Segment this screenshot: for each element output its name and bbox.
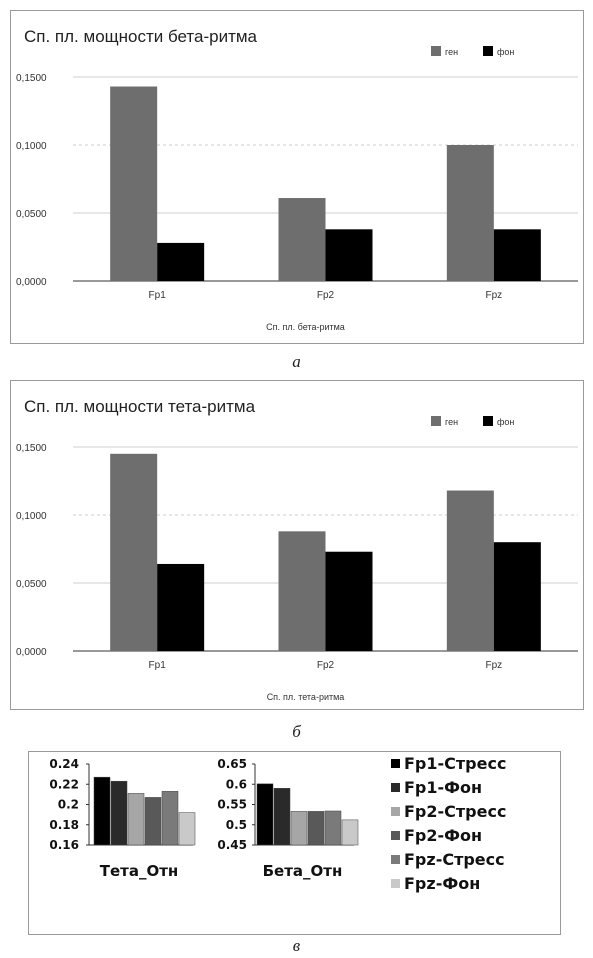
y-tick-label: 0.5 xyxy=(226,818,247,832)
beta-power-chart: Сп. пл. мощности бета-ритма 0,0000 0,0500 0… xyxy=(16,27,578,332)
bar-beta-4 xyxy=(324,810,342,846)
x-axis-label: Тета_Отн xyxy=(100,862,179,880)
legend-swatch-fon xyxy=(483,46,493,56)
y-tick-label: 0.16 xyxy=(49,838,79,852)
y-tick-label: 0.6 xyxy=(226,777,247,791)
bar-beta-1 xyxy=(273,788,291,846)
legend-label-5: Fpz-Фон xyxy=(404,874,480,893)
y-tick-label: 0,1000 xyxy=(16,141,47,152)
bar-fpz-gen xyxy=(446,145,494,281)
bar-beta-5 xyxy=(341,819,359,846)
y-tick-label: 0,1500 xyxy=(16,443,47,454)
bar-beta-0 xyxy=(256,783,274,846)
y-tick-label: 0.22 xyxy=(49,777,79,791)
y-tick-label: 0,0500 xyxy=(16,579,47,590)
bar-fp1-gen xyxy=(110,86,158,282)
bar-fpz-fon xyxy=(493,542,541,651)
legend-swatch-5 xyxy=(391,879,400,888)
x-tick-label: Fp2 xyxy=(317,660,335,671)
y-tick-label: 0,0000 xyxy=(16,277,47,288)
legend-label-3: Fp2-Фон xyxy=(404,826,482,845)
bar-teta-2 xyxy=(127,793,145,846)
bar-fp2-fon xyxy=(325,551,373,651)
legend-label-fon: фон xyxy=(497,417,514,427)
legend-swatch-gen xyxy=(431,46,441,56)
y-tick-label: 0,1000 xyxy=(16,511,47,522)
x-axis-label: Сп. пл. бета-ритма xyxy=(266,322,345,332)
legend-label-0: Fp1-Стресс xyxy=(404,754,506,773)
caption-a: а xyxy=(292,352,301,371)
theta-power-chart-panel: Сп. пл. мощности тета-ритма 0,0000 0,0500 0… xyxy=(10,380,584,710)
bar-teta-3 xyxy=(144,797,162,846)
bar-teta-5 xyxy=(178,812,196,846)
legend-label-fon: фон xyxy=(497,47,514,57)
bar-fp1-fon xyxy=(157,242,205,281)
x-tick-label: Fp1 xyxy=(149,290,167,301)
y-tick-label: 0,1500 xyxy=(16,73,47,84)
bar-fp1-gen xyxy=(110,453,158,651)
chart-title: Сп. пл. мощности тета-ритма xyxy=(24,397,256,416)
bar-beta-3 xyxy=(307,811,325,846)
bar-fp1-fon xyxy=(157,563,205,651)
legend-swatch-3 xyxy=(391,831,400,840)
legend-label-gen: ген xyxy=(445,417,458,427)
legend-label-gen: ген xyxy=(445,47,458,57)
bar-fp2-gen xyxy=(278,198,326,281)
bar-teta-0 xyxy=(93,776,111,846)
legend-label-1: Fp1-Фон xyxy=(404,778,482,797)
legend-swatch-4 xyxy=(391,855,400,864)
relative-power-chart-panel: 0.16 0.18 0.2 0.22 0.24 Тета_Отн 0.45 0.5 0.55 0.… xyxy=(28,751,561,935)
x-tick-label: Fpz xyxy=(485,660,502,671)
relative-power-chart: 0.16 0.18 0.2 0.22 0.24 Тета_Отн 0.45 0.5 0.55 0.… xyxy=(49,754,506,893)
bar-teta-4 xyxy=(161,791,179,846)
bar-fp2-gen xyxy=(278,531,326,651)
bar-fpz-fon xyxy=(493,229,541,281)
x-tick-label: Fpz xyxy=(485,290,502,301)
y-tick-label: 0.45 xyxy=(217,838,247,852)
y-tick-label: 0,0500 xyxy=(16,209,47,220)
x-tick-label: Fp1 xyxy=(149,660,167,671)
bar-teta-1 xyxy=(110,780,128,846)
caption-b: б xyxy=(292,722,301,741)
y-tick-label: 0.55 xyxy=(217,798,247,812)
legend-swatch-2 xyxy=(391,807,400,816)
y-tick-label: 0,0000 xyxy=(16,647,47,658)
caption-c: в xyxy=(292,936,301,955)
y-tick-label: 0.2 xyxy=(58,798,79,812)
x-axis-label: Сп. пл. тета-ритма xyxy=(267,692,345,702)
y-tick-label: 0.18 xyxy=(49,818,79,832)
y-tick-label: 0.24 xyxy=(49,757,79,771)
bar-fpz-gen xyxy=(446,490,494,651)
legend-swatch-0 xyxy=(391,759,400,768)
bar-beta-2 xyxy=(290,811,308,846)
x-tick-label: Fp2 xyxy=(317,290,335,301)
beta-power-chart-panel: Сп. пл. мощности бета-ритма 0,0000 0,0500 0… xyxy=(10,10,584,344)
bar-fp2-fon xyxy=(325,229,373,281)
legend-label-4: Fpz-Стресс xyxy=(404,850,505,869)
legend-swatch-gen xyxy=(431,416,441,426)
legend-swatch-fon xyxy=(483,416,493,426)
chart-title: Сп. пл. мощности бета-ритма xyxy=(24,27,258,46)
legend-swatch-1 xyxy=(391,783,400,792)
legend-label-2: Fp2-Стресс xyxy=(404,802,506,821)
y-tick-label: 0.65 xyxy=(217,757,247,771)
x-axis-label: Бета_Отн xyxy=(263,862,343,880)
theta-power-chart: Сп. пл. мощности тета-ритма 0,0000 0,0500 0… xyxy=(16,397,578,702)
